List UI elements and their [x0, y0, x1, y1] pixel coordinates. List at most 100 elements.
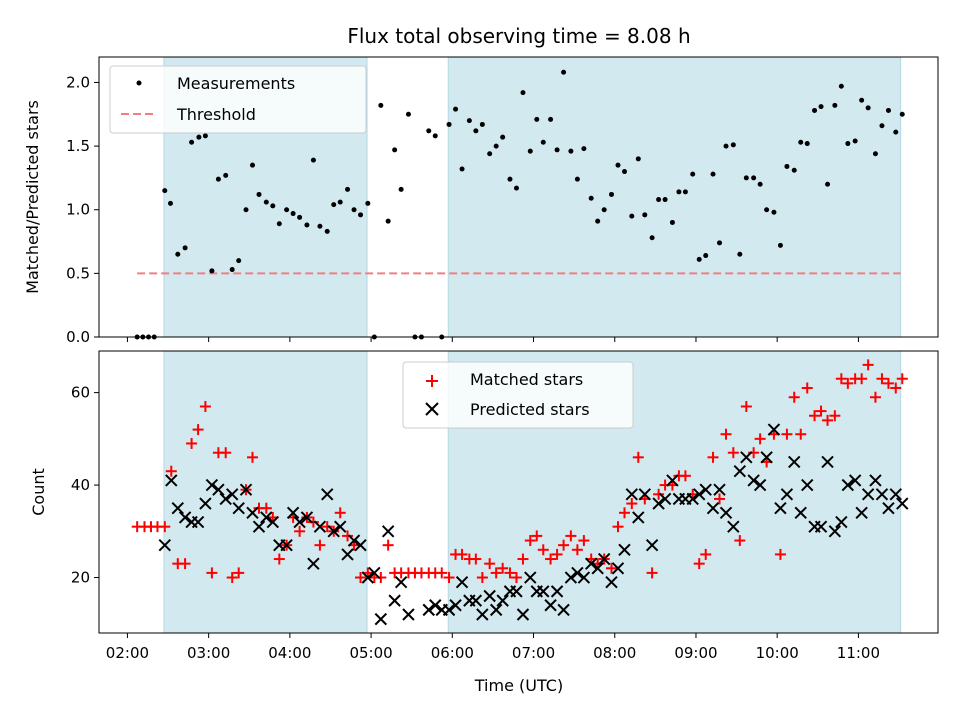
measurement-point — [690, 171, 696, 177]
predicted-stars-point — [564, 571, 578, 584]
measurement-point — [493, 143, 499, 149]
predicted-stars-point — [814, 520, 828, 533]
observing-window-band — [447, 56, 902, 338]
predicted-stars-point — [861, 488, 875, 501]
predicted-stars-point — [374, 612, 388, 626]
count-y-axis-label: Count — [29, 468, 48, 516]
matched-stars-point — [558, 539, 570, 551]
measurement-point — [676, 189, 682, 195]
matched-stars-point — [476, 572, 488, 584]
measurement-point — [250, 162, 256, 168]
y-tick-label: 1.5 — [66, 137, 90, 155]
measurement-point — [256, 191, 262, 197]
predicted-stars-point — [544, 599, 557, 612]
matched-stars-point — [192, 424, 204, 436]
predicted-stars-point — [828, 525, 842, 538]
matched-stars-point — [545, 553, 557, 565]
matched-stars-point — [537, 544, 549, 556]
matched-stars-point — [186, 437, 198, 449]
measurement-point — [202, 133, 208, 139]
predicted-stars-point — [300, 511, 314, 524]
measurement-point — [358, 212, 364, 218]
measurement-point — [310, 157, 316, 163]
measurement-point — [865, 105, 871, 111]
predicted-stars-point — [618, 543, 631, 556]
measurement-point — [601, 207, 607, 213]
predicted-stars-point — [334, 520, 347, 533]
measurement-point — [189, 139, 195, 145]
measurement-point — [642, 212, 648, 218]
matched-stars-point — [720, 428, 732, 440]
measurement-point — [378, 102, 384, 108]
matched-stars-point — [653, 488, 665, 500]
predicted-stars-point — [740, 451, 753, 464]
measurement-point — [548, 116, 554, 122]
measurement-point — [784, 163, 790, 169]
matched-stars-point — [734, 535, 746, 547]
predicted-stars-point — [496, 594, 509, 607]
predicted-stars-point — [313, 520, 327, 533]
predicted-stars-point — [171, 501, 184, 515]
predicted-stars-point — [293, 515, 306, 529]
predicted-stars-point — [693, 488, 706, 501]
measurement-point — [426, 128, 432, 134]
measurement-point — [263, 199, 269, 205]
predicted-stars-point — [239, 483, 253, 496]
predicted-stars-point — [557, 603, 570, 617]
measurement-point — [859, 97, 865, 103]
measurement-point — [175, 251, 181, 257]
measurement-point — [568, 148, 574, 154]
predicted-stars-point — [605, 575, 618, 589]
matched-stars-point — [342, 530, 354, 542]
matched-stars-point — [714, 493, 726, 505]
predicted-stars-point — [699, 483, 712, 496]
predicted-stars-point — [232, 501, 245, 515]
predicted-stars-point — [848, 474, 862, 487]
matched-stars-point — [551, 548, 563, 560]
ratio-panel: 0.00.51.01.52.0 Matched/Predicted stars … — [23, 56, 939, 346]
matched-stars-point — [334, 507, 346, 519]
predicted-stars-point — [760, 451, 773, 464]
measurement-point — [520, 90, 526, 96]
measurement-point — [392, 147, 398, 153]
matched-stars-point — [679, 470, 691, 482]
predicted-stars-point — [841, 478, 855, 492]
matched-stars-point — [740, 400, 752, 412]
measurement-point — [297, 214, 303, 220]
matched-stars-point — [882, 377, 894, 389]
matched-stars-point — [571, 544, 583, 556]
chart-title: Flux total observing time = 8.08 h — [347, 24, 690, 48]
measurement-point — [223, 172, 229, 178]
measurement-point — [466, 118, 472, 124]
matched-stars-point — [801, 382, 813, 394]
predicted-stars-point — [753, 478, 767, 492]
predicted-stars-point — [260, 511, 273, 524]
measurement-point — [710, 171, 716, 177]
predicted-stars-point — [225, 488, 239, 501]
measurement-point — [284, 207, 290, 213]
matched-stars-point — [774, 548, 786, 560]
measurement-point — [167, 200, 173, 206]
predicted-stars-point — [591, 562, 604, 575]
matched-stars-point — [484, 558, 496, 570]
matched-stars-point — [605, 562, 617, 574]
measurement-point — [453, 106, 459, 112]
measurement-point — [669, 219, 675, 225]
measurement-point — [825, 181, 831, 187]
matched-stars-point — [754, 433, 766, 445]
matched-stars-point — [436, 567, 448, 579]
legend-predicted-label: Predicted stars — [470, 400, 590, 419]
measurement-point — [791, 167, 797, 173]
predicted-stars-point — [733, 464, 747, 478]
predicted-stars-point — [368, 566, 381, 580]
measurement-point — [777, 242, 783, 248]
predicted-stars-point — [889, 488, 902, 501]
x-tick-label: 10:00 — [756, 644, 799, 662]
measurement-point — [649, 235, 655, 241]
y-tick-label: 2.0 — [66, 73, 90, 91]
predicted-stars-point — [550, 585, 564, 598]
measurement-point — [432, 133, 438, 139]
matched-stars-point — [795, 428, 807, 440]
matched-stars-point — [497, 562, 509, 574]
measurement-point — [872, 151, 878, 157]
